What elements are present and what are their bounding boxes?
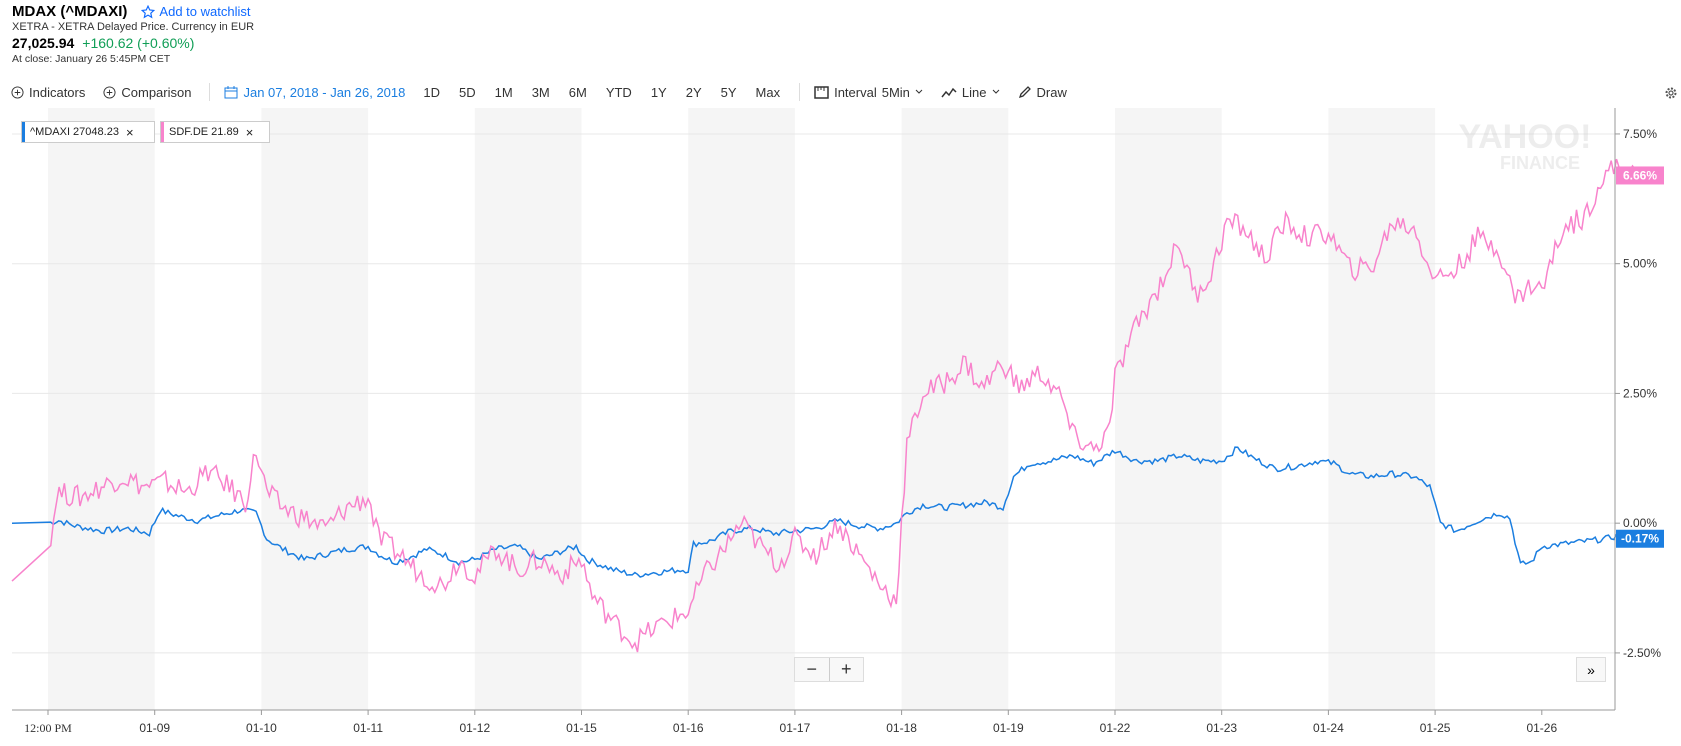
chevron-down-icon [992, 89, 999, 94]
x-tick-label: 01-23 [1206, 721, 1237, 735]
current-price: 27,025.94 [12, 35, 75, 51]
date-range-label: Jan 07, 2018 - Jan 26, 2018 [243, 84, 406, 100]
series-last-value-tag: 6.66% [1616, 166, 1664, 185]
date-range-button[interactable]: Jan 07, 2018 - Jan 26, 2018 [224, 85, 405, 100]
x-tick-label: 01-12 [459, 721, 490, 735]
chart-type-dropdown[interactable]: Line [941, 85, 1000, 100]
legend-label: SDF.DE 21.89 [169, 126, 239, 138]
last-value-background [1616, 166, 1664, 185]
x-tick-label: 01-17 [780, 721, 811, 735]
interval-value: 5Min [881, 84, 910, 100]
x-tick-label: 01-26 [1526, 721, 1557, 735]
x-tick-label: 01-15 [566, 721, 597, 735]
x-tick-label: 01-22 [1100, 721, 1131, 735]
gear-icon[interactable] [1664, 86, 1678, 100]
x-tick-label: 01-25 [1420, 721, 1451, 735]
comparison-label: Comparison [121, 84, 192, 100]
day-band [1115, 108, 1222, 710]
y-tick-label: 0.00% [1623, 516, 1657, 530]
add-to-watchlist-link[interactable]: Add to watchlist [141, 4, 250, 19]
day-band [48, 108, 155, 710]
range-1y-button[interactable]: 1Y [650, 84, 667, 100]
star-icon [141, 4, 156, 18]
y-tick-label: 2.50% [1623, 386, 1657, 400]
interval-icon [814, 85, 829, 99]
watermark-finance: FINANCE [1500, 153, 1580, 173]
range-max-button[interactable]: Max [755, 84, 781, 100]
chevron-down-icon [915, 89, 923, 94]
calendar-icon [224, 85, 238, 98]
y-tick-label: 5.00% [1623, 257, 1657, 271]
price-change: +160.62 (+0.60%) [82, 35, 195, 51]
indicators-button[interactable]: Indicators [11, 85, 85, 100]
range-5d-button[interactable]: 5D [459, 84, 476, 100]
legend-item-mdaxi[interactable]: ^MDAXI 27048.23 × [21, 121, 155, 143]
toolbar-divider [209, 83, 211, 101]
interval-dropdown[interactable]: Interval 5Min [814, 85, 923, 100]
chart-toolbar: Indicators Comparison Jan 07, 2018 - Jan… [11, 82, 1085, 102]
y-tick-label: 7.50% [1623, 127, 1657, 141]
x-tick-label: 01-24 [1313, 721, 1344, 735]
range-6m-button[interactable]: 6M [568, 84, 587, 100]
day-band [688, 108, 795, 710]
series-line-mdaxi [11, 446, 1644, 578]
day-band [261, 108, 369, 710]
series-line-sdfde [11, 158, 1644, 653]
day-band [901, 108, 1009, 710]
x-tick-label: 01-19 [993, 721, 1024, 735]
plus-circle-icon [103, 85, 116, 99]
range-1m-button[interactable]: 1M [494, 84, 513, 100]
legend-item-sdf[interactable]: SDF.DE 21.89 × [160, 121, 270, 143]
x-tick-label: 01-16 [673, 721, 704, 735]
exchange-info: XETRA - XETRA Delayed Price. Currency in… [12, 21, 255, 33]
last-value-background [1616, 529, 1664, 548]
x-tick-label: 01-18 [886, 721, 917, 735]
zoom-out-button[interactable]: − [806, 659, 817, 679]
x-tick-label: 01-09 [139, 721, 170, 735]
legend-color-swatch [161, 122, 164, 142]
draw-button[interactable]: Draw [1018, 85, 1067, 100]
watermark-yahoo: YAHOO! [1459, 118, 1592, 156]
x-tick-label: 12:00 PM [24, 721, 72, 735]
interval-label: Interval [834, 84, 877, 100]
draw-label: Draw [1036, 84, 1067, 100]
series-last-value-tag: -0.17% [1616, 529, 1664, 548]
remove-series-close-icon[interactable]: × [245, 124, 254, 140]
last-value-label: 6.66% [1623, 168, 1657, 182]
range-5y-button[interactable]: 5Y [720, 84, 737, 100]
close-time: At close: January 26 5:45PM CET [12, 53, 171, 65]
legend-label: ^MDAXI 27048.23 [30, 126, 119, 138]
range-2y-button[interactable]: 2Y [685, 84, 702, 100]
watchlist-label: Add to watchlist [159, 4, 251, 19]
zoom-controls: − + [794, 657, 864, 682]
last-value-label: -0.17% [1621, 532, 1659, 546]
range-1d-button[interactable]: 1D [423, 84, 440, 100]
pencil-icon [1018, 86, 1031, 99]
ticker-title: MDAX (^MDAXI) [12, 3, 128, 20]
range-ytd-button[interactable]: YTD [605, 84, 632, 100]
line-chart-icon [941, 87, 957, 98]
legend-color-swatch [22, 122, 25, 142]
remove-series-close-icon[interactable]: × [125, 124, 134, 140]
day-band [474, 108, 582, 710]
chart-type-label: Line [961, 84, 987, 100]
zoom-in-button[interactable]: + [828, 658, 864, 681]
day-band [1328, 108, 1436, 710]
expand-chart-button[interactable]: » [1576, 657, 1606, 682]
toolbar-divider [799, 83, 801, 101]
quote-header: MDAX (^MDAXI) Add to watchlist XETRA - X… [12, 2, 254, 65]
indicators-label: Indicators [29, 84, 86, 100]
x-tick-label: 01-11 [353, 721, 383, 735]
range-3m-button[interactable]: 3M [531, 84, 550, 100]
yahoo-finance-watermark: YAHOO! FINANCE [1459, 118, 1592, 173]
plus-circle-icon [11, 85, 24, 99]
y-tick-label: -2.50% [1623, 646, 1661, 660]
x-tick-label: 01-10 [246, 721, 277, 735]
comparison-button[interactable]: Comparison [103, 85, 191, 100]
